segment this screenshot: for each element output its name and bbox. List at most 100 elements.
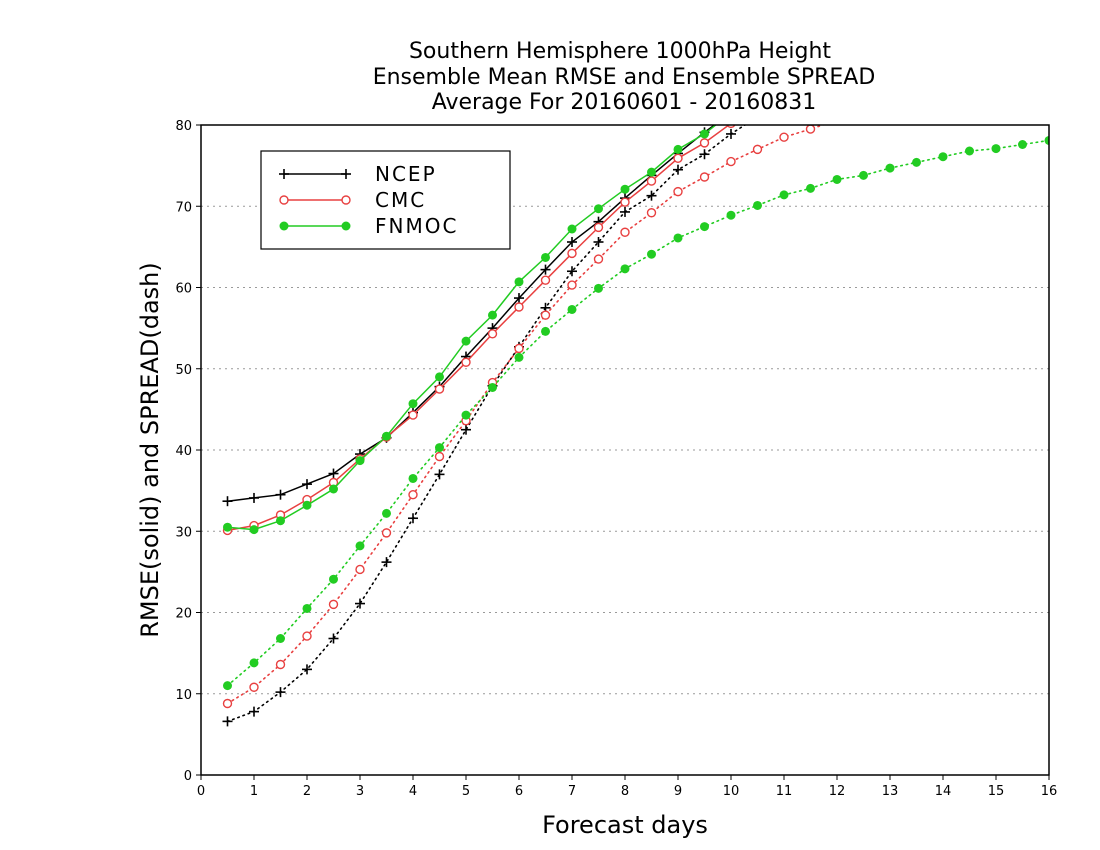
point-fnmoc-rmse-1 <box>249 525 259 535</box>
point-cmc-spread-16 <box>646 208 657 218</box>
point-fnmoc-rmse-3 <box>302 500 312 510</box>
point-ncep-spread-3 <box>302 664 312 675</box>
x-tick-label-8: 8 <box>621 784 629 799</box>
point-fnmoc-spread-25 <box>885 163 895 173</box>
point-fnmoc-spread-23 <box>832 174 842 184</box>
point-cmc-rmse-8 <box>434 384 445 394</box>
point-fnmoc-rmse-12 <box>541 252 550 262</box>
legend-label-cmc: CMC <box>375 188 426 212</box>
y-tick-label-0: 0 <box>184 769 192 784</box>
point-ncep-spread-7 <box>408 513 418 524</box>
point-fnmoc-spread-10 <box>488 382 497 392</box>
point-ncep-spread-5 <box>355 598 365 609</box>
legend-marker-end-ncep <box>341 169 351 179</box>
point-fnmoc-rmse-6 <box>382 431 391 441</box>
point-cmc-rmse-14 <box>593 222 604 233</box>
point-cmc-rmse-13 <box>567 248 577 259</box>
point-cmc-spread-2 <box>275 659 286 670</box>
x-tick-label-7: 7 <box>568 784 576 799</box>
point-cmc-spread-19 <box>726 156 736 167</box>
point-ncep-spread-19 <box>726 128 736 139</box>
point-cmc-spread-12 <box>540 310 551 320</box>
point-fnmoc-spread-26 <box>912 157 921 167</box>
point-fnmoc-rmse-5 <box>355 456 365 466</box>
point-cmc-spread-22 <box>805 125 816 134</box>
point-cmc-spread-15 <box>620 227 630 237</box>
point-cmc-rmse-9 <box>461 357 471 367</box>
title-line-1: Southern Hemisphere 1000hPa Height <box>409 39 831 64</box>
point-cmc-spread-23 <box>833 116 841 124</box>
point-fnmoc-rmse-7 <box>408 399 418 409</box>
point-cmc-spread-4 <box>328 599 339 610</box>
point-fnmoc-spread-5 <box>355 541 365 551</box>
x-tick-label-12: 12 <box>829 784 846 799</box>
title-line-3: Average For 20160601 - 20160831 <box>432 90 817 115</box>
point-ncep-spread-13 <box>567 266 577 277</box>
point-cmc-spread-5 <box>355 564 365 575</box>
point-fnmoc-spread-7 <box>408 473 418 483</box>
point-ncep-rmse-2 <box>275 489 286 500</box>
point-fnmoc-spread-3 <box>302 603 312 613</box>
series-line-ncep-rmse <box>227 125 716 502</box>
legend-marker-start-cmc <box>279 195 289 205</box>
x-axis-label: Forecast days <box>542 811 708 839</box>
y-tick-label-60: 60 <box>175 282 192 297</box>
point-fnmoc-spread-29 <box>991 144 1001 154</box>
legend-entry-fnmoc: FNMOC <box>279 214 458 238</box>
point-cmc-spread-20 <box>752 144 763 155</box>
point-ncep-rmse-13 <box>567 237 577 247</box>
point-fnmoc-rmse-11 <box>514 277 524 287</box>
point-ncep-spread-9 <box>461 424 471 435</box>
point-fnmoc-spread-12 <box>541 326 550 336</box>
y-tick-label-20: 20 <box>175 607 192 622</box>
data-layer <box>222 116 1049 727</box>
point-fnmoc-spread-21 <box>779 190 789 200</box>
x-tick-label-15: 15 <box>988 784 1005 799</box>
point-cmc-rmse-12 <box>540 275 551 285</box>
point-ncep-rmse-12 <box>540 264 551 275</box>
y-tick-label-80: 80 <box>175 119 192 134</box>
point-cmc-rmse-11 <box>514 302 524 312</box>
x-tick-label-16: 16 <box>1041 784 1058 799</box>
point-cmc-spread-3 <box>302 631 312 641</box>
legend-label-fnmoc: FNMOC <box>375 214 458 238</box>
point-fnmoc-spread-22 <box>806 183 815 193</box>
point-ncep-spread-8 <box>434 469 445 480</box>
point-ncep-spread-16 <box>646 190 657 201</box>
point-cmc-spread-6 <box>381 528 392 538</box>
point-ncep-rmse-0 <box>222 496 233 507</box>
point-cmc-spread-11 <box>514 343 524 354</box>
point-fnmoc-rmse-8 <box>435 372 444 382</box>
point-ncep-spread-18 <box>699 149 710 160</box>
x-tick-label-5: 5 <box>462 784 470 799</box>
point-cmc-rmse-19 <box>726 125 736 129</box>
chart-title: Southern Hemisphere 1000hPa Height Ensem… <box>373 39 876 115</box>
point-fnmoc-spread-6 <box>382 508 391 518</box>
point-fnmoc-spread-13 <box>567 304 577 314</box>
point-cmc-rmse-10 <box>487 329 498 339</box>
point-fnmoc-rmse-16 <box>647 167 656 177</box>
legend-label-ncep: NCEP <box>375 162 437 186</box>
point-ncep-spread-17 <box>673 164 683 175</box>
legend-entry-cmc: CMC <box>279 188 426 212</box>
y-tick-label-10: 10 <box>175 688 192 703</box>
point-fnmoc-spread-19 <box>726 210 736 220</box>
point-fnmoc-rmse-0 <box>223 522 232 532</box>
point-fnmoc-rmse-15 <box>620 184 630 194</box>
legend-marker-end-cmc <box>341 195 351 205</box>
x-tick-label-11: 11 <box>776 784 793 799</box>
x-tick-label-14: 14 <box>935 784 952 799</box>
point-fnmoc-spread-8 <box>435 443 444 453</box>
point-fnmoc-spread-27 <box>938 152 948 162</box>
point-ncep-spread-6 <box>381 557 392 568</box>
point-fnmoc-spread-31 <box>1044 135 1049 145</box>
point-fnmoc-spread-16 <box>647 249 656 259</box>
point-ncep-spread-15 <box>620 206 630 217</box>
point-fnmoc-rmse-13 <box>567 224 577 234</box>
point-fnmoc-rmse-17 <box>673 144 683 154</box>
y-tick-label-40: 40 <box>175 444 192 459</box>
point-fnmoc-rmse-14 <box>594 204 603 214</box>
point-fnmoc-rmse-9 <box>461 336 471 346</box>
